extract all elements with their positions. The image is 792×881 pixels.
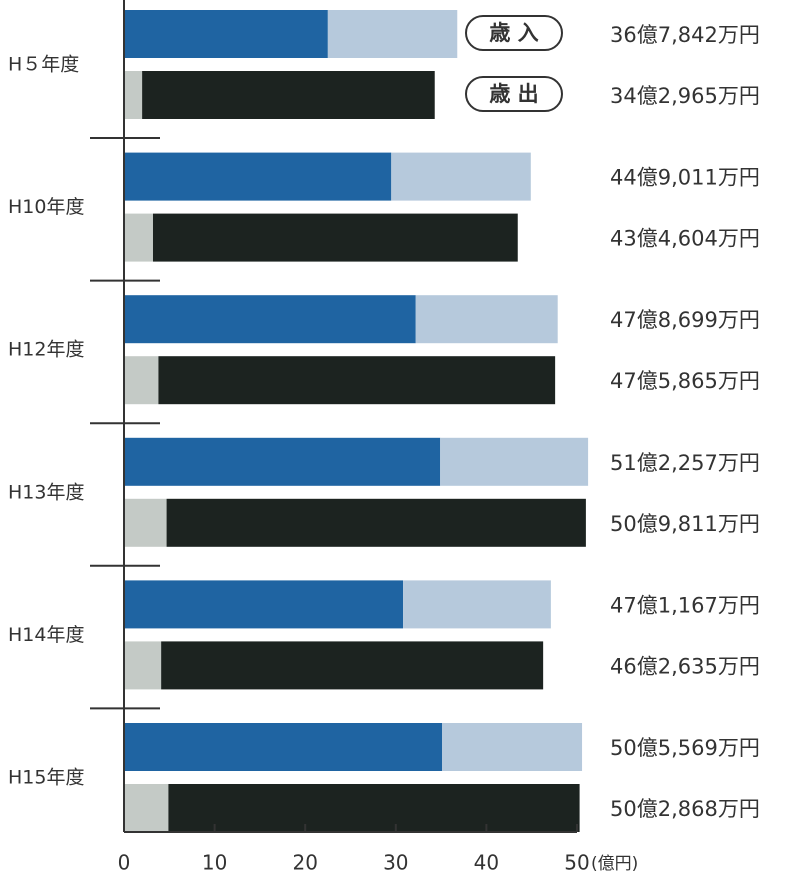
- revenue-bar-segment: [442, 723, 583, 771]
- revenue-bar-segment: [124, 580, 404, 629]
- x-tick-label: 0: [118, 851, 131, 875]
- expenditure-bar-segment: [124, 356, 159, 405]
- x-tick-label: 20: [292, 851, 317, 875]
- expenditure-bar-segment: [166, 498, 586, 547]
- expenditure-bar-segment: [124, 784, 169, 832]
- expenditure-bar-segment: [152, 213, 518, 262]
- legend-badge: [465, 76, 563, 112]
- expenditure-bar-segment: [124, 498, 167, 547]
- revenue-value-label: 44億9,011万円: [610, 166, 760, 190]
- expenditure-bar-segment: [161, 641, 544, 690]
- revenue-bar-segment: [124, 152, 392, 201]
- expenditure-bar-segment: [124, 71, 143, 119]
- expenditure-value-label: 46億2,635万円: [610, 654, 760, 678]
- revenue-value-label: 50億5,569万円: [610, 736, 760, 760]
- expenditure-value-label: 43億4,604万円: [610, 227, 760, 251]
- revenue-value-label: 47億8,699万円: [610, 308, 760, 332]
- expenditure-bar-segment: [124, 213, 153, 262]
- revenue-bar-segment: [124, 723, 443, 771]
- revenue-bar-segment: [124, 295, 416, 344]
- x-tick-label: 30: [383, 851, 408, 875]
- expenditure-bar-segment: [142, 71, 435, 119]
- revenue-bar-segment: [124, 10, 328, 58]
- revenue-bar-segment: [327, 10, 458, 58]
- revenue-value-label: 47億1,167万円: [610, 593, 760, 617]
- expenditure-bar-segment: [158, 356, 556, 405]
- revenue-bar-segment: [391, 152, 531, 201]
- legend-label: 歳 出: [489, 82, 538, 106]
- expenditure-value-label: 47億5,865万円: [610, 369, 760, 393]
- revenue-bar-segment: [403, 580, 551, 629]
- revenue-value-label: 36億7,842万円: [610, 23, 760, 47]
- category-label: H15年度: [8, 767, 84, 789]
- x-tick-label: 10: [202, 851, 227, 875]
- x-tick-label: 40: [474, 851, 499, 875]
- revenue-bar-segment: [415, 295, 558, 344]
- revenue-value-label: 51億2,257万円: [610, 451, 760, 475]
- expenditure-value-label: 50億9,811万円: [610, 512, 760, 536]
- revenue-bar-segment: [124, 437, 441, 486]
- expenditure-value-label: 50億2,868万円: [610, 797, 760, 821]
- expenditure-value-label: 34億2,965万円: [610, 84, 760, 108]
- expenditure-bar-segment: [124, 641, 162, 690]
- category-label: H14年度: [8, 624, 84, 646]
- category-label: H13年度: [8, 481, 84, 503]
- category-label: H12年度: [8, 339, 84, 361]
- legend-badge: [465, 15, 563, 51]
- revenue-bar-segment: [440, 437, 589, 486]
- x-tick-label: 50: [564, 851, 589, 875]
- x-axis-unit: (億円): [591, 854, 638, 874]
- expenditure-bar-segment: [168, 784, 580, 832]
- legend-label: 歳 入: [489, 21, 538, 45]
- category-label: H10年度: [8, 196, 84, 218]
- category-label: H５年度: [8, 54, 79, 76]
